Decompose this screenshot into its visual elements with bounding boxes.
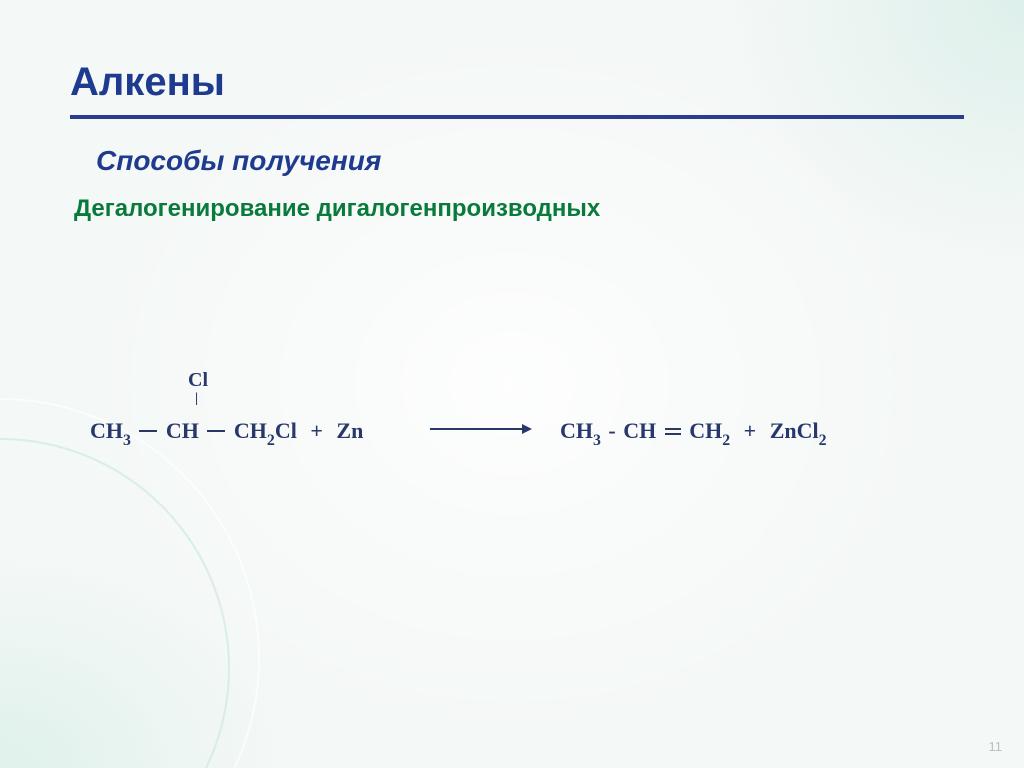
subtitle: Способы получения [96, 145, 964, 177]
group-ch: CH [166, 418, 199, 443]
group-ch3: CH3 [90, 418, 131, 443]
group-ch2: CH2 [689, 418, 730, 443]
group-ch3: CH3 [560, 418, 601, 443]
single-bond [139, 430, 157, 432]
reaction-arrow [430, 428, 530, 430]
reagent-zn: Zn [336, 418, 363, 443]
product-formula: CH3 - CH CH2 + ZnCl2 [560, 418, 827, 448]
single-bond-dash: - [606, 418, 617, 443]
substituent-cl: Cl [188, 370, 208, 390]
byproduct-zncl2: ZnCl2 [770, 418, 827, 443]
method-heading: Дегалогенирование дигалогенпроизводных [74, 195, 964, 223]
page-title: Алкены [70, 60, 964, 105]
page-number: 11 [989, 739, 1003, 754]
reactant-formula: CH3 CH CH2Cl + Zn [90, 418, 363, 448]
slide: Алкены Способы получения Дегалогенирован… [0, 0, 1024, 768]
plus-sign: + [302, 418, 331, 443]
substituent-bond: | [195, 392, 198, 406]
plus-sign: + [736, 418, 765, 443]
title-rule [70, 115, 964, 119]
single-bond [207, 430, 225, 432]
group-ch2cl: CH2Cl [234, 418, 297, 443]
group-ch: CH [623, 418, 656, 443]
